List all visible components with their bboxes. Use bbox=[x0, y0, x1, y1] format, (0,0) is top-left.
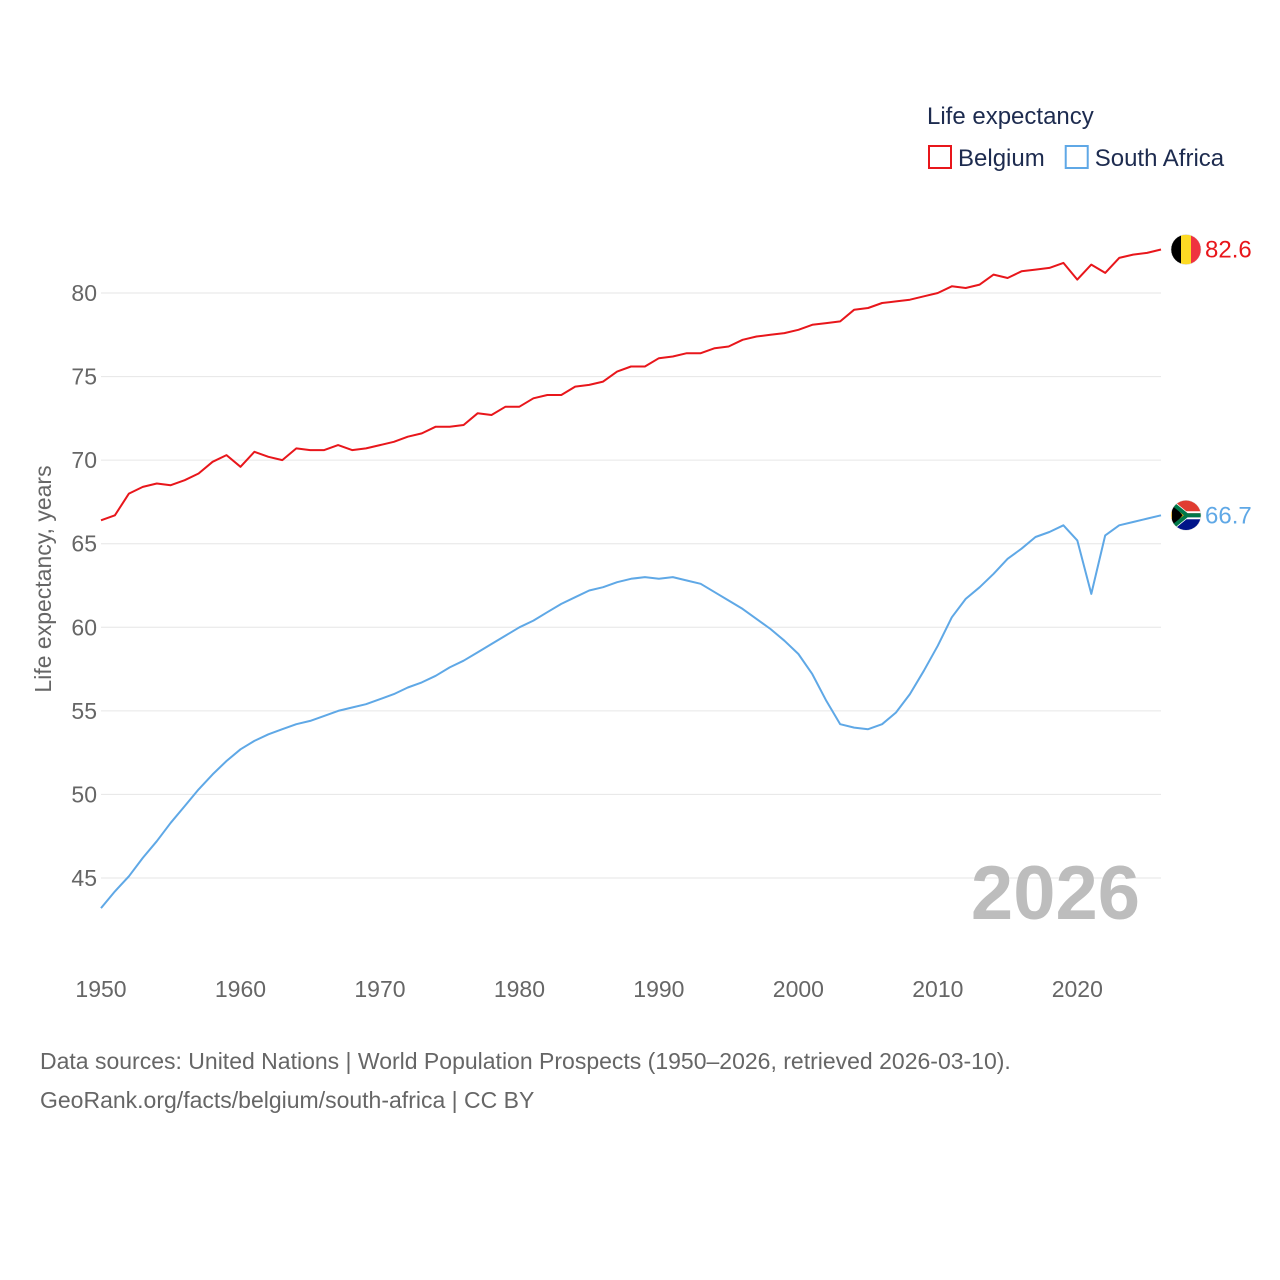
legend-label: Belgium bbox=[958, 145, 1045, 172]
y-tick-label: 75 bbox=[71, 364, 97, 390]
y-tick-label: 45 bbox=[71, 865, 97, 891]
south-africa-line bbox=[100, 514, 1162, 909]
x-tick-label: 1980 bbox=[494, 976, 545, 1002]
legend-title: Life expectancy bbox=[927, 103, 1094, 130]
y-tick-label: 70 bbox=[71, 447, 97, 473]
x-tick-label: 2010 bbox=[912, 976, 963, 1002]
belgium-line bbox=[100, 248, 1162, 522]
y-tick-label: 65 bbox=[71, 531, 97, 557]
belgium-end-value: 82.6 bbox=[1205, 237, 1252, 264]
year-watermark: 2026 bbox=[971, 851, 1140, 936]
belgium-flag bbox=[1171, 234, 1201, 265]
y-tick-label: 55 bbox=[71, 698, 97, 724]
y-axis-title: Life expectancy, years bbox=[30, 465, 56, 692]
x-tick-label: 1950 bbox=[75, 976, 126, 1002]
series-lines bbox=[100, 248, 1162, 909]
series-end-labels: 82.6 66.7 bbox=[1170, 234, 1252, 531]
x-tick-label: 1990 bbox=[633, 976, 684, 1002]
legend-swatch bbox=[1064, 145, 1089, 169]
y-tick-label: 50 bbox=[71, 781, 97, 807]
y-axis-ticks: 45 50 55 60 65 70 75 80 bbox=[71, 280, 97, 891]
legend-swatch bbox=[928, 145, 952, 169]
south-africa-end-value: 66.7 bbox=[1205, 502, 1252, 529]
south-africa-flag bbox=[1171, 500, 1201, 531]
y-tick-label: 60 bbox=[71, 614, 97, 640]
x-axis-ticks: 1950 1960 1970 1980 1990 2000 2010 2020 bbox=[75, 976, 1102, 1002]
x-tick-label: 2020 bbox=[1052, 976, 1103, 1002]
legend-item-south-africa[interactable]: South Africa bbox=[1064, 145, 1225, 172]
legend-item-belgium[interactable]: Belgium bbox=[928, 145, 1045, 172]
footer: Data sources: United Nations | World Pop… bbox=[40, 1042, 1011, 1120]
attribution-link[interactable]: GeoRank.org/facts/belgium/south-africa |… bbox=[40, 1087, 535, 1113]
y-tick-label: 80 bbox=[71, 280, 97, 306]
x-tick-label: 2000 bbox=[773, 976, 824, 1002]
x-tick-label: 1960 bbox=[215, 976, 266, 1002]
data-source-note: Data sources: United Nations | World Pop… bbox=[40, 1048, 1011, 1074]
legend: Life expectancy Belgium South Africa bbox=[927, 103, 1225, 172]
grid-lines bbox=[101, 292, 1161, 879]
x-tick-label: 1970 bbox=[354, 976, 405, 1002]
legend-label: South Africa bbox=[1095, 145, 1225, 172]
